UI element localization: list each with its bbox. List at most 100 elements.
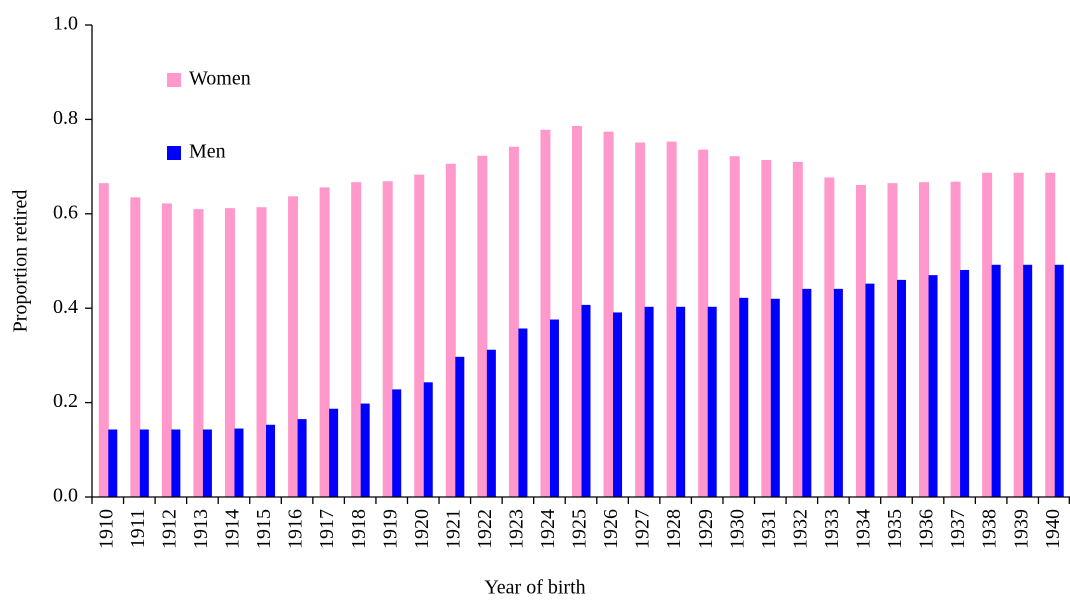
bar: [234, 428, 244, 497]
bar: [739, 297, 749, 497]
y-tick-label: 0.0: [53, 485, 78, 507]
x-tick-label: 1931: [758, 509, 780, 549]
bar: [613, 312, 623, 497]
x-tick-label: 1927: [632, 509, 654, 549]
legend-label: Men: [189, 141, 226, 163]
bar: [572, 126, 582, 498]
bar: [802, 288, 812, 497]
bar: [1054, 264, 1064, 497]
x-tick-label: 1916: [285, 509, 307, 549]
bar: [108, 429, 118, 497]
x-tick-label: 1920: [411, 509, 433, 549]
bar: [288, 196, 299, 497]
bar: [666, 141, 677, 498]
bar: [382, 181, 393, 497]
bar: [139, 429, 149, 497]
bar: [896, 279, 906, 497]
bar: [98, 183, 109, 497]
bar: [540, 129, 551, 497]
x-tick-label: 1919: [379, 509, 401, 549]
bar: [329, 408, 339, 497]
x-tick-label: 1932: [789, 509, 811, 549]
bar: [770, 298, 780, 497]
legend-label: Women: [189, 68, 251, 90]
bar: [130, 197, 141, 497]
x-tick-label: 1935: [884, 509, 906, 549]
x-tick-label: 1940: [1042, 509, 1064, 549]
bar: [792, 161, 803, 497]
bar: [928, 275, 938, 497]
x-tick-label: 1922: [474, 509, 496, 549]
bar: [161, 203, 172, 497]
bar: [581, 304, 591, 497]
bar: [824, 177, 835, 497]
bar: [518, 328, 528, 497]
bar: [256, 207, 267, 497]
bar: [549, 319, 559, 497]
x-tick-label: 1911: [127, 509, 149, 548]
x-tick-label: 1933: [821, 509, 843, 549]
x-tick-label: 1917: [316, 509, 338, 549]
bar: [266, 424, 276, 497]
x-tick-label: 1937: [947, 509, 969, 549]
bar: [445, 163, 456, 497]
y-tick-label: 1.0: [53, 13, 78, 35]
bar: [1045, 172, 1056, 497]
y-axis-title: Proportion retired: [10, 190, 32, 333]
bar: [455, 356, 465, 497]
bar: [761, 159, 772, 497]
bar: [960, 269, 970, 497]
x-tick-label: 1913: [190, 509, 212, 549]
bar: [360, 403, 370, 497]
x-tick-label: 1914: [222, 509, 244, 549]
bar: [887, 183, 898, 497]
bar: [855, 185, 866, 497]
x-tick-label: 1925: [569, 509, 591, 549]
x-tick-label: 1923: [505, 509, 527, 549]
bar: [635, 142, 646, 497]
bar: [477, 155, 488, 497]
bar: [644, 306, 654, 497]
x-tick-label: 1912: [158, 509, 180, 549]
bar: [297, 419, 307, 497]
bar: [224, 208, 235, 498]
x-tick-label: 1926: [600, 509, 622, 549]
x-tick-label: 1936: [916, 509, 938, 549]
bar: [991, 264, 1001, 497]
y-tick-label: 0.8: [53, 107, 78, 129]
x-tick-label: 1929: [695, 509, 717, 549]
bar: [865, 283, 875, 497]
x-tick-label: 1939: [1010, 509, 1032, 549]
bar: [698, 149, 709, 497]
x-tick-label: 1918: [348, 509, 370, 549]
bar: [392, 389, 402, 497]
bar: [414, 174, 425, 497]
y-tick-label: 0.6: [53, 201, 78, 223]
bar: [423, 382, 433, 497]
bar: [950, 181, 961, 498]
x-tick-label: 1930: [726, 509, 748, 549]
x-tick-label: 1915: [253, 509, 275, 549]
bar: [982, 172, 993, 497]
bar: [729, 156, 740, 497]
bar: [508, 146, 519, 497]
bar: [486, 349, 496, 497]
x-tick-label: 1921: [442, 509, 464, 549]
legend-swatch: [167, 146, 181, 160]
bar: [676, 306, 686, 497]
bar: [193, 209, 204, 497]
x-tick-label: 1938: [979, 509, 1001, 549]
bar: [1013, 172, 1024, 497]
y-tick-label: 0.4: [53, 296, 78, 318]
y-tick-label: 0.2: [53, 390, 78, 412]
bar: [202, 429, 212, 497]
x-tick-label: 1910: [95, 509, 117, 549]
bar: [833, 288, 843, 497]
x-tick-label: 1928: [663, 509, 685, 549]
x-tick-label: 1924: [537, 509, 559, 549]
bar: [319, 187, 330, 498]
bar: [1023, 264, 1033, 497]
x-axis-title: Year of birth: [484, 577, 585, 599]
